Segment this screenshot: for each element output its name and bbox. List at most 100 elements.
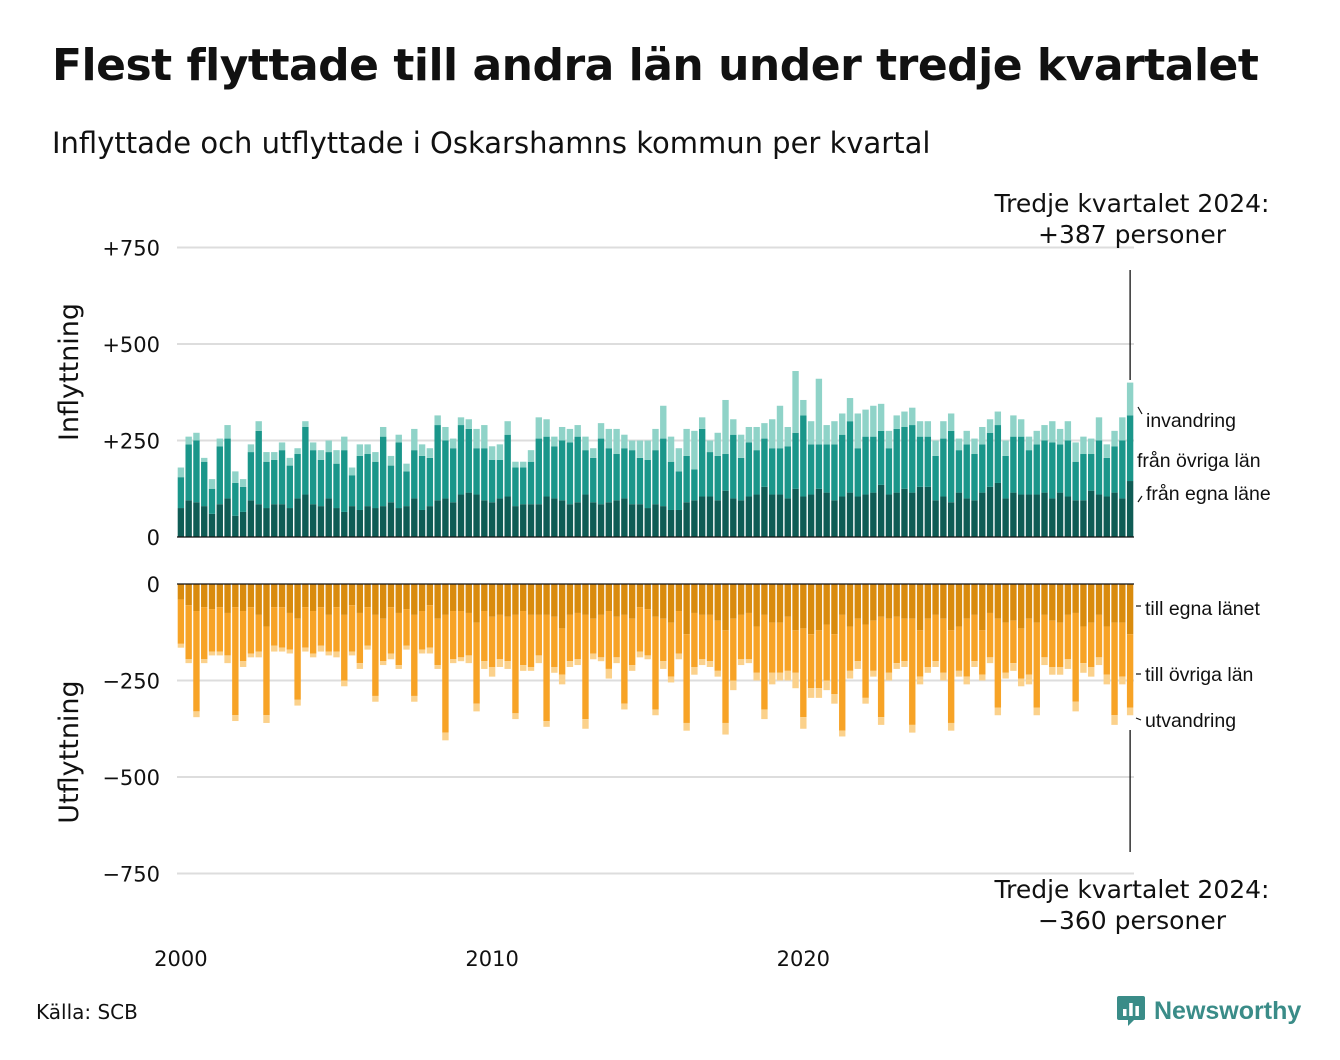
outflow-bar-segment [356,612,364,664]
outflow-bar-segment [590,618,597,654]
outflow-bar-segment [193,611,200,712]
inflow-bar-segment [628,504,636,537]
outflow-bar-segment [411,614,418,696]
inflow-bar-segment [986,486,994,537]
inflow-bar-segment [924,421,932,437]
outflow-bar-segment [263,715,270,723]
inflow-bar-segment [1041,440,1048,493]
outflow-bar-segment [628,618,636,666]
inflow-bar-segment [333,463,340,509]
inflow-bar-segment [590,457,597,503]
outflow-bar-segment [963,584,970,619]
inflow-bar-segment [224,438,231,499]
inflow-bar-segment [963,498,970,537]
outflow-bar-segment [278,607,286,648]
outflow-bar-segment [986,584,994,613]
outflow-bar-segment [395,665,402,669]
outflow-bar-segment [208,609,216,652]
outflow-bar-segment [551,666,558,673]
outflow-bar-segment [675,584,683,612]
outflow-bar-segment [909,724,916,733]
outflow-bar-segment [1002,672,1009,679]
inflow-bar-segment [543,436,550,497]
inflow-bar-segment [558,426,566,441]
outflow-bar-segment [807,688,815,698]
inflow-bar-segment [496,459,504,499]
outflow-bar-segment [823,624,830,681]
outflow-bar-segment [652,616,659,710]
outflow-ytick-label: −750 [102,863,160,887]
inflow-bar-segment [348,467,356,476]
chart-title: Flest flyttade till andra län under tred… [52,40,1259,91]
outflow-bar-segment [776,584,784,623]
inflow-bar-segment [963,430,970,445]
outflow-bar-segment [823,680,830,691]
inflow-bar-segment [379,506,387,537]
inflow-bar-segment [348,475,356,507]
inflow-bar-segment [1111,430,1118,447]
outflow-bar-segment [691,612,698,667]
newsworthy-logo-icon [1117,996,1145,1026]
inflow-bar-segment [504,434,511,497]
outflow-bar-segment [590,653,597,660]
inflow-bar-segment [341,450,348,512]
outflow-bar-segment [815,688,823,698]
inflow-bar-segment [621,434,628,449]
outflow-bar-segment [722,630,729,723]
brand-name: Newsworthy [1154,996,1302,1025]
inflow-bar-segment [1072,442,1079,462]
outflow-bar-segment [278,584,286,608]
outflow-bar-segment [426,647,434,654]
inflow-bar-segment [877,403,885,431]
inflow-bar-segment [745,496,753,537]
inflow-bar-segment [177,477,185,509]
inflow-bar-segment [208,479,216,489]
inflow-bar-segment [1049,498,1056,537]
outflow-bar-segment [660,618,667,662]
inflow-bar-segment [239,511,247,537]
inflow-bar-segment [667,461,675,510]
outflow-bar-segment [216,651,223,656]
inflow-bar-segment [224,498,231,537]
outflow-bar-segment [590,584,597,619]
inflow-bar-segment [1126,415,1134,482]
inflow-bar-segment [1080,454,1087,501]
outflow-bar-segment [909,584,916,619]
label-invandring: invandring [1146,410,1236,432]
inflow-bar-segment [286,457,294,466]
brand-logo: Newsworthy [1116,994,1301,1028]
inflow-bar-segment [317,450,325,460]
outflow-bar-segment [901,618,908,662]
inflow-bar-segment [839,434,846,497]
outflow-bar-segment [761,709,768,720]
outflow-bar-segment [776,622,784,673]
inflow-bar-segment [1033,494,1040,537]
outflow-bar-segment [652,584,659,617]
inflow-bar-segment [473,494,480,537]
outflow-bar-segment [1103,584,1110,627]
outflow-bar-segment [862,624,869,698]
inflow-bar-segment [862,494,869,537]
outflow-bar-segment [1056,622,1064,667]
inflow-bar-segment [862,436,869,495]
outflow-bar-segment [379,618,387,662]
outflow-bar-segment [613,584,620,617]
outflow-bar-segment [1111,622,1118,716]
outflow-bar-segment [667,676,675,683]
outflow-bar-segment [901,584,908,619]
inflow-bar-segment [450,448,457,503]
outflow-bar-segment [893,584,900,617]
inflow-bar-segment [979,426,986,445]
outflow-bar-segment [924,584,932,619]
outflow-bar-segment [481,661,488,669]
outflow-bar-segment [325,614,332,652]
outflow-bar-segment [823,584,830,625]
outflow-bar-segment [846,626,854,671]
inflow-bar-segment [893,415,900,429]
outflow-ytick-label: −500 [102,766,160,790]
outflow-bar-segment [940,672,947,681]
inflow-bar-segment [1056,492,1064,537]
inflow-bar-segment [706,440,714,453]
inflow-bar-segment [955,492,963,537]
outflow-bar-segment [317,645,325,652]
